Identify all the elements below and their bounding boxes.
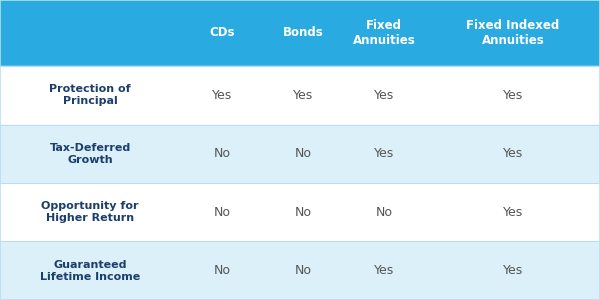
Text: Guaranteed
Lifetime Income: Guaranteed Lifetime Income <box>40 260 140 281</box>
Text: No: No <box>214 147 230 160</box>
Text: Fixed Indexed
Annuities: Fixed Indexed Annuities <box>466 19 560 47</box>
Text: Yes: Yes <box>374 264 394 277</box>
Bar <box>0 0 600 66</box>
Text: Protection of
Principal: Protection of Principal <box>49 84 131 106</box>
Bar <box>0 66 600 124</box>
Text: Yes: Yes <box>503 206 523 219</box>
Text: Yes: Yes <box>503 147 523 160</box>
Text: No: No <box>214 264 230 277</box>
Text: No: No <box>295 147 311 160</box>
Text: No: No <box>376 206 392 219</box>
Bar <box>0 242 600 300</box>
Text: No: No <box>295 206 311 219</box>
Bar <box>0 183 600 242</box>
Text: CDs: CDs <box>209 26 235 40</box>
Bar <box>0 124 600 183</box>
Text: Yes: Yes <box>503 89 523 102</box>
Text: Yes: Yes <box>212 89 232 102</box>
Text: Fixed
Annuities: Fixed Annuities <box>353 19 415 47</box>
Text: Yes: Yes <box>374 147 394 160</box>
Text: Tax-Deferred
Growth: Tax-Deferred Growth <box>49 143 131 165</box>
Text: Yes: Yes <box>374 89 394 102</box>
Text: No: No <box>214 206 230 219</box>
Text: No: No <box>295 264 311 277</box>
Text: Yes: Yes <box>293 89 313 102</box>
Text: Yes: Yes <box>503 264 523 277</box>
Text: Opportunity for
Higher Return: Opportunity for Higher Return <box>41 202 139 223</box>
Text: Bonds: Bonds <box>283 26 323 40</box>
